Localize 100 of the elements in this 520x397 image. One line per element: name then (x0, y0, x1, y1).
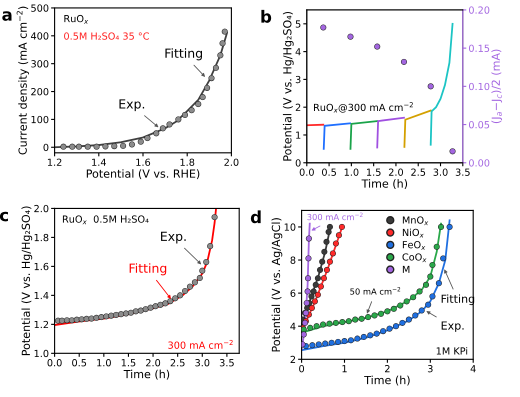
point (320, 321, 326, 328)
point (429, 293, 436, 300)
point (358, 316, 365, 322)
point (422, 282, 430, 288)
x-tick-label: 2.0 (146, 359, 160, 366)
y-tick-label: 1.6 (34, 262, 48, 270)
point (175, 116, 182, 122)
x-tick-label: 1.6 (136, 158, 150, 166)
point (312, 298, 318, 304)
x-tick-label: 1.0 (97, 359, 111, 366)
point (88, 315, 95, 322)
point (347, 34, 354, 40)
point (68, 317, 75, 324)
point (113, 312, 120, 318)
point (128, 310, 134, 316)
point (436, 280, 442, 286)
legend-label: CoO$_{x}$ (402, 253, 426, 262)
point (406, 316, 412, 323)
point (310, 288, 317, 295)
point (322, 340, 328, 347)
y2-tick-label: 0.20 (468, 6, 490, 14)
legend-label: MnO$_{x}$ (402, 216, 428, 226)
y-axis-title: Potential (V vs. Hg/Hg₂SO₄) (21, 206, 32, 356)
annotation: Fitting (165, 48, 202, 60)
y-tick-label: 6 (290, 290, 296, 297)
y-axis-title: Potential (V vs. Hg/Hg₂SO₄) (282, 12, 294, 161)
y-tick-label: 1.0 (34, 350, 48, 358)
point (103, 313, 110, 320)
point (326, 320, 333, 327)
point (200, 94, 206, 100)
point (172, 295, 178, 302)
point (338, 224, 345, 230)
point (378, 310, 384, 317)
x-tick-label: 3.0 (195, 359, 210, 366)
point (160, 125, 166, 132)
y-tick-label: 100 (32, 116, 48, 124)
chart-title: a (2, 11, 12, 21)
point (69, 144, 76, 150)
chart-title: d (250, 210, 261, 224)
x-tick-label: 2 (385, 365, 390, 372)
point (416, 288, 423, 295)
point (309, 342, 316, 348)
point (308, 293, 315, 300)
x-tick-label: 2.5 (411, 168, 426, 176)
point (312, 282, 319, 288)
y2-tick-label: 0.15 (468, 44, 490, 52)
point (400, 58, 408, 65)
point (314, 275, 321, 282)
point (166, 121, 173, 128)
point (93, 314, 100, 321)
y2-tick-label: 0.10 (468, 82, 490, 90)
point (138, 308, 144, 314)
point (144, 135, 150, 142)
point (336, 232, 342, 238)
y2-axis-title: (J$_{a}$−J$_{c}$)/2 (mA) (491, 50, 502, 124)
point (182, 288, 188, 294)
annotation: RuO$_{x}$@300 mA cm$^{−2}$ (314, 102, 413, 113)
point (74, 316, 80, 323)
y-tick-label: 10 (284, 223, 296, 231)
point (142, 306, 149, 312)
point (305, 255, 312, 262)
point (392, 323, 400, 330)
annotation: Exp. (119, 99, 144, 112)
point (314, 323, 320, 330)
x-tick-label: 2.5 (170, 359, 185, 366)
x-tick-label: 1.8 (180, 158, 194, 166)
point (217, 52, 224, 58)
point (208, 75, 215, 82)
point (162, 300, 168, 306)
point (440, 255, 446, 262)
line-series (54, 208, 217, 326)
point (438, 224, 444, 230)
x-axis-title: Potential (V vs. RHE) (86, 169, 200, 180)
x-tick-label: 1 (342, 365, 347, 372)
y-tick-label: 1 (296, 132, 300, 139)
point (207, 243, 214, 250)
point (330, 250, 336, 256)
y-axis-title: Current density (mA cm$^{−2}$) (16, 6, 29, 154)
x-tick-label: 2.0 (388, 168, 404, 176)
point (102, 143, 108, 150)
x-tick-label: 3.5 (456, 168, 470, 176)
point (427, 274, 434, 280)
point (222, 28, 228, 35)
point (304, 275, 312, 282)
annotation: Fitting (130, 263, 166, 276)
point (152, 303, 159, 310)
point (425, 302, 432, 308)
point (177, 292, 184, 298)
point (428, 83, 434, 90)
point (397, 302, 404, 309)
annotation: 1M KPi (436, 347, 468, 355)
point (348, 337, 354, 344)
point (128, 141, 136, 148)
point (195, 101, 202, 108)
point (304, 288, 311, 295)
y-tick-label: 2.0 (34, 204, 48, 212)
point (335, 338, 342, 345)
point (308, 304, 315, 312)
point (412, 312, 418, 319)
point (418, 307, 425, 314)
